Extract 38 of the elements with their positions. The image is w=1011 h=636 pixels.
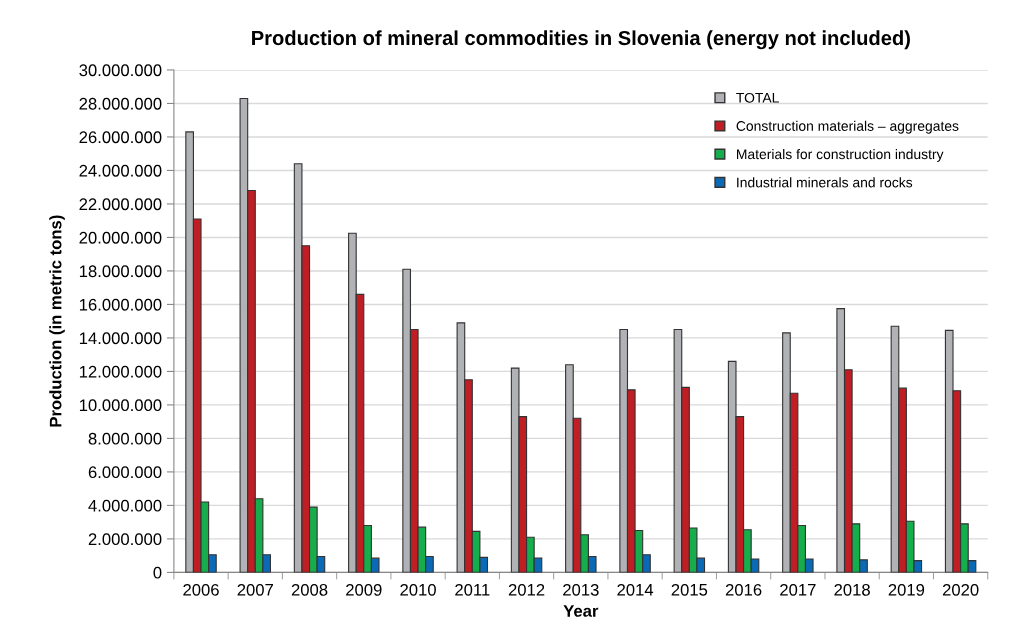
chart-title: Production of mineral commodities in Slovenia (energy not included) [252, 30, 910, 50]
y-tick-label: 10.000.000 [79, 399, 162, 412]
legend-label: TOTAL [736, 92, 779, 103]
y-tick-label: 12.000.000 [79, 365, 162, 378]
y-tick-label: 8.000.000 [88, 432, 162, 445]
x-tick-label: 2016 [725, 583, 762, 596]
x-tick-label: 2017 [780, 583, 816, 596]
x-axis-title: Year [563, 605, 599, 617]
y-tick-label: 6.000.000 [88, 466, 162, 479]
x-tick-label: 2015 [671, 583, 708, 596]
y-tick-label: 18.000.000 [79, 265, 162, 278]
legend-label: Construction materials – aggregates [736, 120, 959, 134]
y-tick-label: 14.000.000 [79, 332, 162, 345]
x-tick-label: 2012 [508, 583, 545, 596]
x-tick-label: 2020 [942, 583, 979, 596]
y-tick-label: 20.000.000 [79, 231, 162, 244]
x-tick-label: 2019 [888, 583, 925, 596]
y-tick-label: 26.000.000 [79, 131, 162, 144]
y-tick-label: 22.000.000 [79, 198, 162, 211]
legend-label: Materials for construction industry [737, 148, 944, 162]
x-tick-label: 2008 [291, 583, 328, 596]
x-tick-label: 2018 [834, 583, 870, 596]
legend-label: Industrial minerals and rocks [737, 177, 913, 188]
y-tick-label: 30.000.000 [79, 64, 162, 77]
x-tick-label: 2010 [400, 583, 436, 596]
y-tick-label: 16.000.000 [79, 298, 162, 311]
x-tick-label: 2006 [183, 583, 219, 596]
y-tick-label: 24.000.000 [79, 164, 162, 177]
x-tick-label: 2007 [237, 583, 273, 596]
x-tick-label: 2011 [455, 583, 490, 596]
x-tick-label: 2009 [346, 583, 382, 596]
x-tick-label: 2013 [563, 583, 599, 596]
y-axis-title: Production (in metric tons) [49, 215, 65, 427]
y-tick-label: 28.000.000 [79, 97, 162, 110]
y-tick-label: 0 [153, 566, 162, 579]
y-tick-label: 4.000.000 [88, 499, 162, 512]
x-tick-label: 2014 [617, 583, 654, 596]
y-tick-label: 2.000.000 [88, 533, 162, 546]
